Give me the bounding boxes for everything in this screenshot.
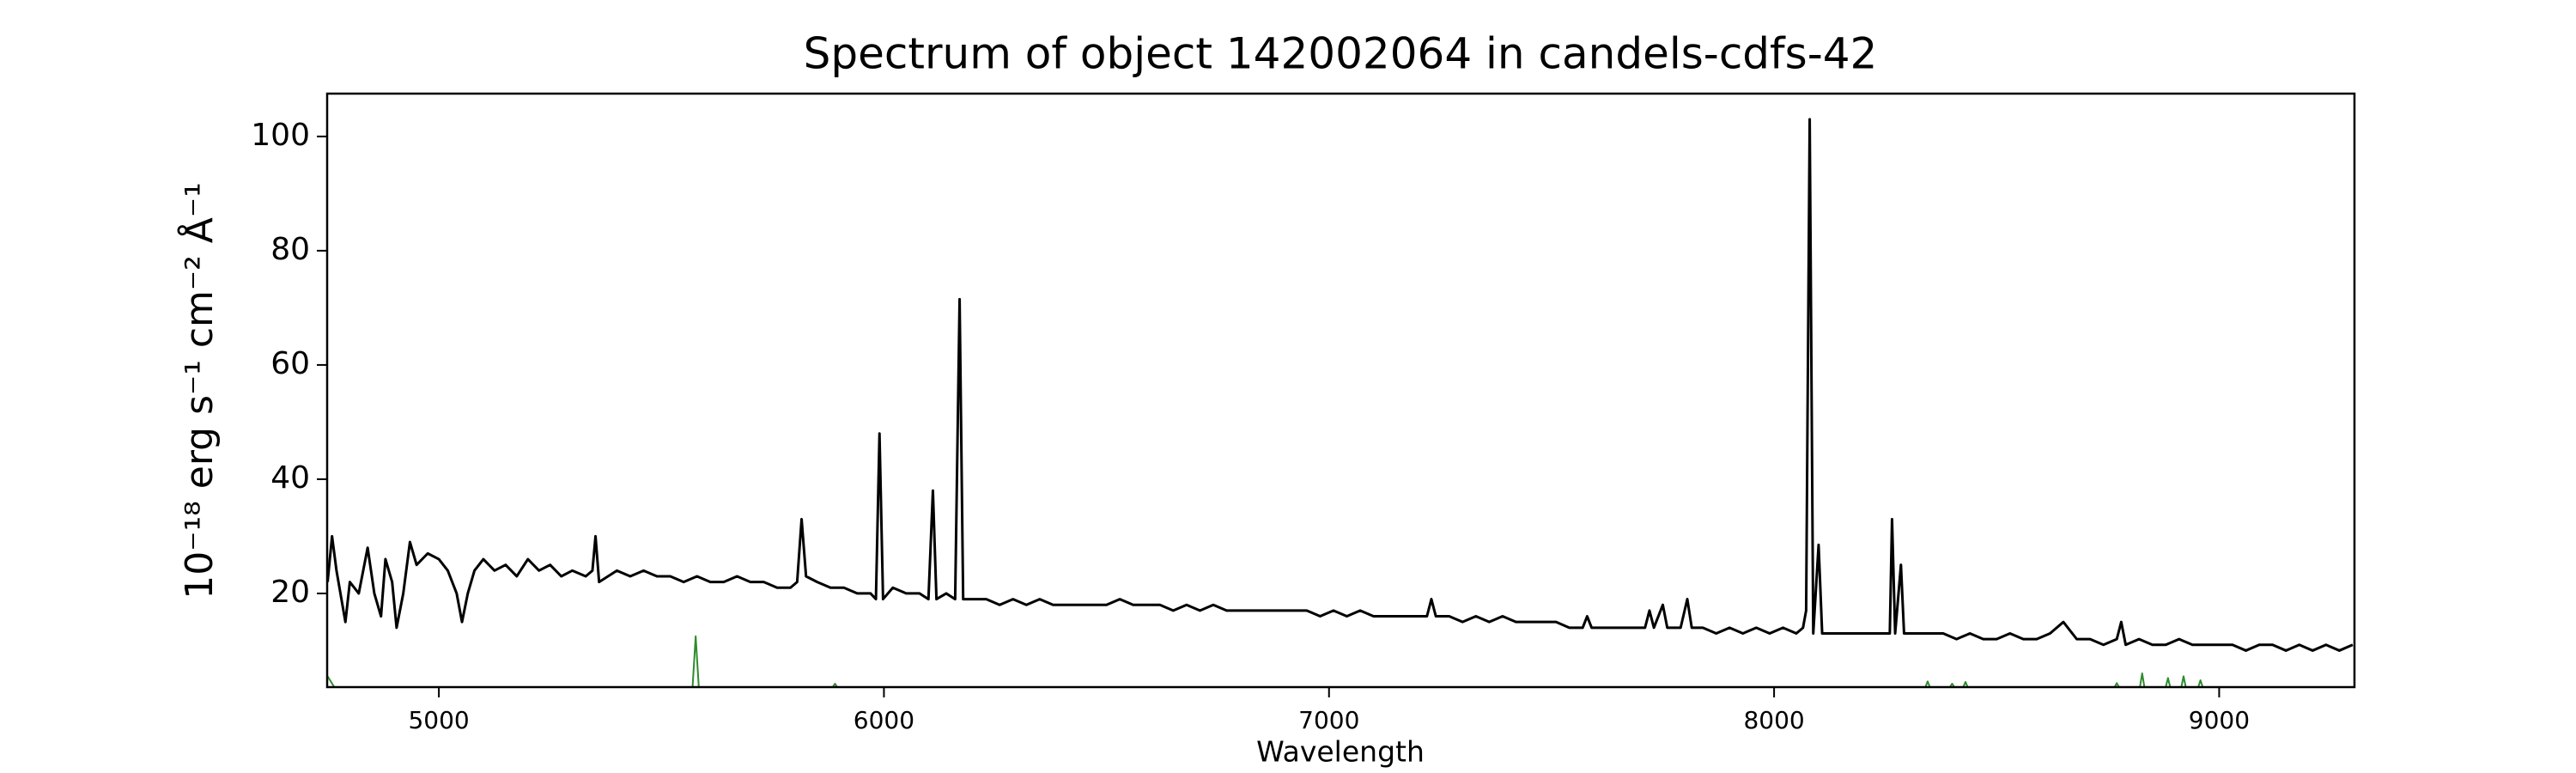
y-tick-label: 60 [270,346,310,381]
chart-title: Spectrum of object 142002064 in candels-… [804,29,1878,79]
x-tick-label: 6000 [854,706,914,734]
y-tick-label: 100 [251,118,310,153]
y-tick-label: 20 [270,575,310,610]
y-axis-label: 10⁻¹⁸ erg s⁻¹ cm⁻² Å⁻¹ [176,182,222,599]
axes-frame [325,92,2356,689]
y-tick-label: 80 [270,232,310,267]
spectrum-line [326,118,2354,652]
y-tick-label: 40 [270,460,310,496]
x-axis-label: Wavelength [1256,735,1425,769]
x-tick-label: 7000 [1298,706,1359,734]
x-tick-label: 8000 [1743,706,1804,734]
x-tick-label: 5000 [408,706,469,734]
x-tick-label: 9000 [2189,706,2250,734]
